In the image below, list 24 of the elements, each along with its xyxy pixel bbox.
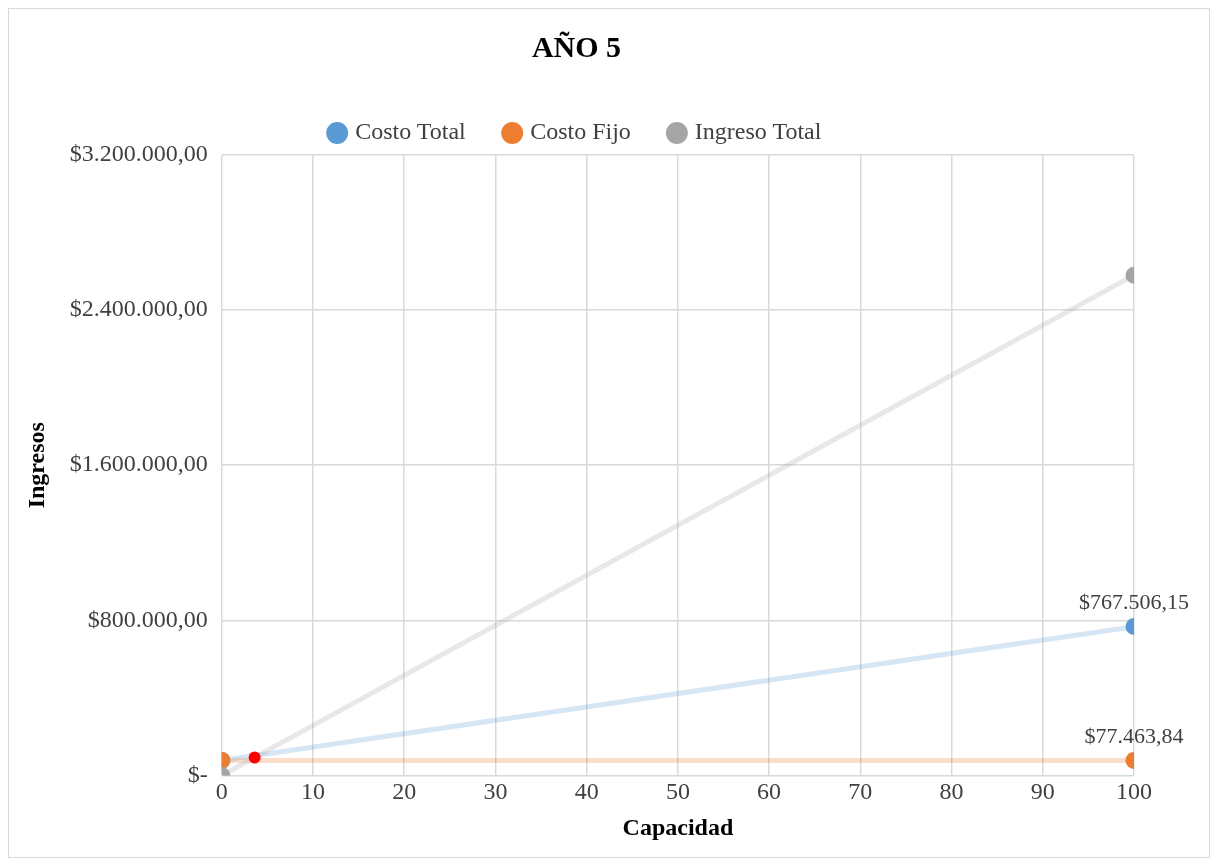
x-tick-label: 40 (574, 778, 599, 805)
x-tick-label: 80 (939, 778, 964, 805)
x-tick-label: 60 (757, 778, 782, 805)
x-tick-label: 30 (483, 778, 508, 805)
y-tick-label: $3.200.000,00 (69, 140, 208, 167)
y-tick-label: $1.600.000,00 (69, 450, 208, 477)
legend-label: Ingreso Total (694, 118, 822, 145)
x-tick-label: 50 (665, 778, 690, 805)
x-tick-label: 70 (848, 778, 873, 805)
x-tick-label: 10 (301, 778, 326, 805)
chart-title: AÑO 5 (531, 29, 622, 63)
y-axis-title: Ingresos (22, 422, 49, 509)
y-tick-label: $2.400.000,00 (69, 295, 208, 322)
data-label: $767.506,15 (1079, 589, 1189, 615)
legend-label: Costo Total (355, 118, 467, 145)
y-tick-label: $800.000,00 (87, 605, 208, 632)
x-tick-label: 0 (215, 778, 228, 805)
data-label: $77.463,84 (1084, 723, 1184, 749)
y-tick-label: $- (187, 760, 208, 787)
x-tick-label: 90 (1030, 778, 1055, 805)
legend-label: Costo Fijo (530, 118, 631, 145)
x-tick-label: 20 (392, 778, 417, 805)
x-axis-title: Capacidad (622, 813, 734, 840)
x-tick-label: 100 (1116, 778, 1152, 805)
